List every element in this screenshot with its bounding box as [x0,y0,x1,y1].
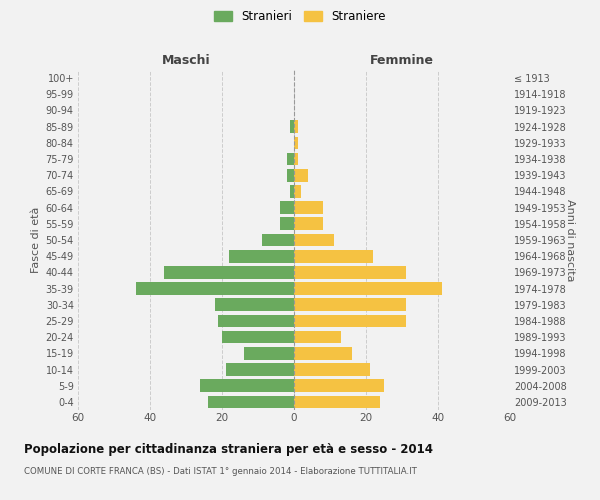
Bar [287,169,294,181]
Bar [287,152,294,166]
Bar [294,218,323,230]
Bar [218,314,294,328]
Bar [294,266,406,278]
Bar [215,298,294,311]
Y-axis label: Fasce di età: Fasce di età [31,207,41,273]
Bar [244,347,294,360]
Bar [294,234,334,246]
Bar [294,331,341,344]
Bar [294,347,352,360]
Bar [208,396,294,408]
Bar [262,234,294,246]
Legend: Stranieri, Straniere: Stranieri, Straniere [209,5,391,28]
Bar [294,152,298,166]
Text: Femmine: Femmine [370,54,434,67]
Bar [294,120,298,133]
Bar [294,250,373,262]
Bar [280,202,294,214]
Bar [290,120,294,133]
Bar [294,136,298,149]
Bar [290,185,294,198]
Bar [226,363,294,376]
Text: Popolazione per cittadinanza straniera per età e sesso - 2014: Popolazione per cittadinanza straniera p… [24,442,433,456]
Bar [136,282,294,295]
Bar [164,266,294,278]
Bar [294,363,370,376]
Bar [294,314,406,328]
Bar [222,331,294,344]
Y-axis label: Anni di nascita: Anni di nascita [565,198,575,281]
Bar [294,396,380,408]
Bar [294,185,301,198]
Bar [294,282,442,295]
Bar [294,298,406,311]
Bar [200,380,294,392]
Bar [280,218,294,230]
Text: Maschi: Maschi [161,54,211,67]
Bar [294,202,323,214]
Text: COMUNE DI CORTE FRANCA (BS) - Dati ISTAT 1° gennaio 2014 - Elaborazione TUTTITAL: COMUNE DI CORTE FRANCA (BS) - Dati ISTAT… [24,468,417,476]
Bar [229,250,294,262]
Bar [294,169,308,181]
Bar [294,380,384,392]
